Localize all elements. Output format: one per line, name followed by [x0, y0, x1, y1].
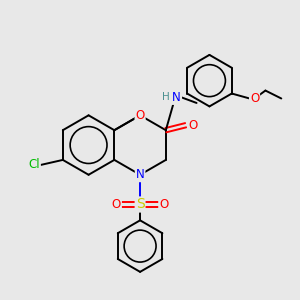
- Text: N: N: [172, 91, 181, 104]
- Text: Cl: Cl: [28, 158, 40, 171]
- Text: O: O: [250, 92, 259, 105]
- Text: O: O: [112, 198, 121, 211]
- Text: O: O: [136, 109, 145, 122]
- Text: S: S: [136, 197, 145, 212]
- Text: H: H: [162, 92, 170, 103]
- Text: N: N: [136, 168, 145, 181]
- Text: O: O: [159, 198, 169, 211]
- Text: O: O: [188, 119, 197, 132]
